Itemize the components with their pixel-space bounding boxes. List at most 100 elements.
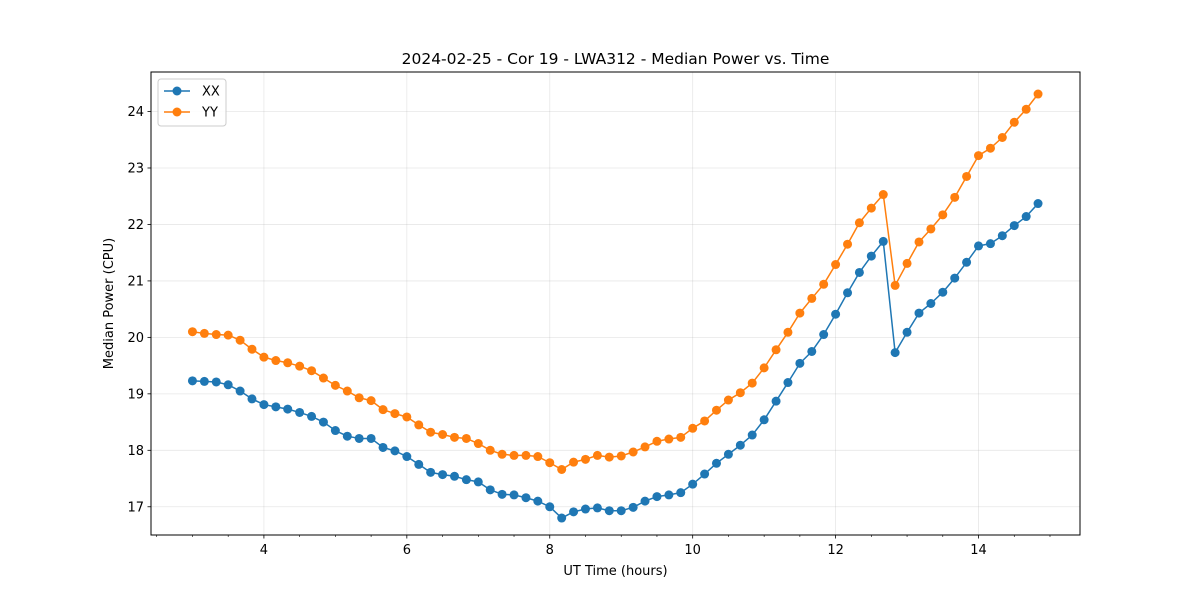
- data-point-yy: [438, 430, 448, 439]
- data-point-xx: [402, 452, 412, 462]
- data-point-xx: [878, 236, 888, 246]
- y-tick-label: 19: [127, 387, 144, 402]
- data-point-xx: [211, 377, 221, 387]
- data-point-xx: [497, 489, 507, 499]
- data-point-xx: [366, 433, 376, 443]
- data-point-xx: [378, 442, 388, 452]
- data-point-yy: [700, 416, 710, 426]
- x-axis-label: UT Time (hours): [563, 564, 667, 579]
- data-point-xx: [676, 488, 686, 498]
- data-point-xx: [652, 492, 662, 502]
- data-point-xx: [890, 348, 900, 358]
- data-point-yy: [1009, 117, 1019, 127]
- data-point-yy: [604, 452, 614, 462]
- data-point-yy: [843, 239, 853, 249]
- data-point-yy: [497, 449, 507, 459]
- data-point-xx: [616, 506, 626, 516]
- data-point-xx: [307, 411, 317, 421]
- data-point-xx: [545, 502, 555, 512]
- data-point-yy: [521, 450, 531, 460]
- data-point-xx: [759, 415, 769, 425]
- data-point-yy: [890, 280, 900, 290]
- data-point-xx: [902, 327, 912, 337]
- data-point-yy: [807, 293, 817, 303]
- data-point-xx: [700, 469, 710, 479]
- data-point-xx: [783, 378, 793, 388]
- data-point-xx: [271, 402, 281, 412]
- data-point-xx: [199, 376, 209, 386]
- data-point-xx: [926, 299, 936, 308]
- y-axis-label: Median Power (CPU): [102, 238, 117, 369]
- legend-label-yy: YY: [201, 106, 218, 121]
- data-point-yy: [247, 344, 257, 354]
- data-point-yy: [533, 452, 543, 462]
- data-point-yy: [330, 380, 340, 390]
- data-point-yy: [450, 432, 459, 442]
- data-point-yy: [211, 330, 221, 340]
- data-point-xx: [1021, 212, 1031, 222]
- data-point-xx: [259, 400, 269, 410]
- y-axis: 17 18 19 20 21 22 23 24: [127, 105, 151, 515]
- data-point-yy: [997, 133, 1007, 142]
- data-point-xx: [354, 433, 364, 443]
- data-point-xx: [854, 267, 864, 277]
- data-point-xx: [950, 273, 960, 283]
- data-point-yy: [557, 465, 567, 474]
- data-point-yy: [509, 450, 519, 460]
- x-tick-label: 4: [260, 543, 268, 558]
- data-point-xx: [711, 458, 721, 468]
- data-point-yy: [199, 328, 209, 338]
- data-point-yy: [223, 330, 233, 340]
- data-point-xx: [1033, 199, 1043, 209]
- data-point-xx: [283, 404, 293, 414]
- data-point-xx: [485, 485, 495, 495]
- data-point-xx: [342, 431, 352, 441]
- data-point-yy: [902, 258, 912, 268]
- data-point-yy: [914, 237, 924, 247]
- data-point-xx: [688, 479, 698, 489]
- data-point-yy: [271, 356, 281, 366]
- data-point-xx: [223, 380, 233, 390]
- grid-lines: [151, 72, 1080, 535]
- data-point-xx: [819, 330, 829, 340]
- data-point-xx: [580, 504, 590, 514]
- data-point-xx: [330, 426, 340, 436]
- data-point-xx: [247, 394, 257, 404]
- data-point-xx: [914, 308, 924, 318]
- data-point-yy: [473, 439, 483, 449]
- y-tick-label: 24: [127, 105, 144, 120]
- data-point-yy: [1021, 104, 1031, 114]
- x-tick-label: 12: [827, 543, 844, 558]
- data-point-yy: [187, 327, 197, 337]
- data-point-xx: [962, 257, 972, 267]
- data-point-yy: [259, 352, 269, 362]
- data-point-yy: [711, 405, 721, 415]
- data-point-xx: [938, 287, 948, 297]
- data-point-yy: [628, 447, 638, 457]
- data-point-yy: [676, 432, 686, 442]
- data-point-xx: [390, 446, 400, 456]
- data-point-xx: [640, 496, 650, 506]
- data-point-yy: [318, 373, 328, 383]
- data-point-xx: [509, 490, 519, 500]
- data-point-xx: [831, 309, 841, 319]
- data-point-yy: [652, 436, 662, 446]
- data-point-yy: [664, 434, 674, 444]
- x-tick-label: 6: [403, 543, 411, 558]
- data-point-xx: [664, 490, 674, 500]
- data-point-yy: [735, 388, 745, 398]
- data-point-xx: [235, 386, 245, 396]
- series-layer: [187, 89, 1043, 523]
- data-point-yy: [354, 393, 364, 403]
- data-point-xx: [747, 430, 757, 440]
- data-point-yy: [831, 260, 841, 270]
- data-point-xx: [295, 407, 305, 417]
- data-point-yy: [854, 218, 864, 228]
- plot-frame: [150, 71, 1081, 536]
- data-point-yy: [414, 420, 424, 430]
- data-point-yy: [283, 358, 293, 368]
- y-tick-label: 17: [127, 500, 144, 515]
- data-point-xx: [795, 358, 805, 368]
- data-point-yy: [795, 308, 805, 318]
- data-point-yy: [819, 279, 829, 289]
